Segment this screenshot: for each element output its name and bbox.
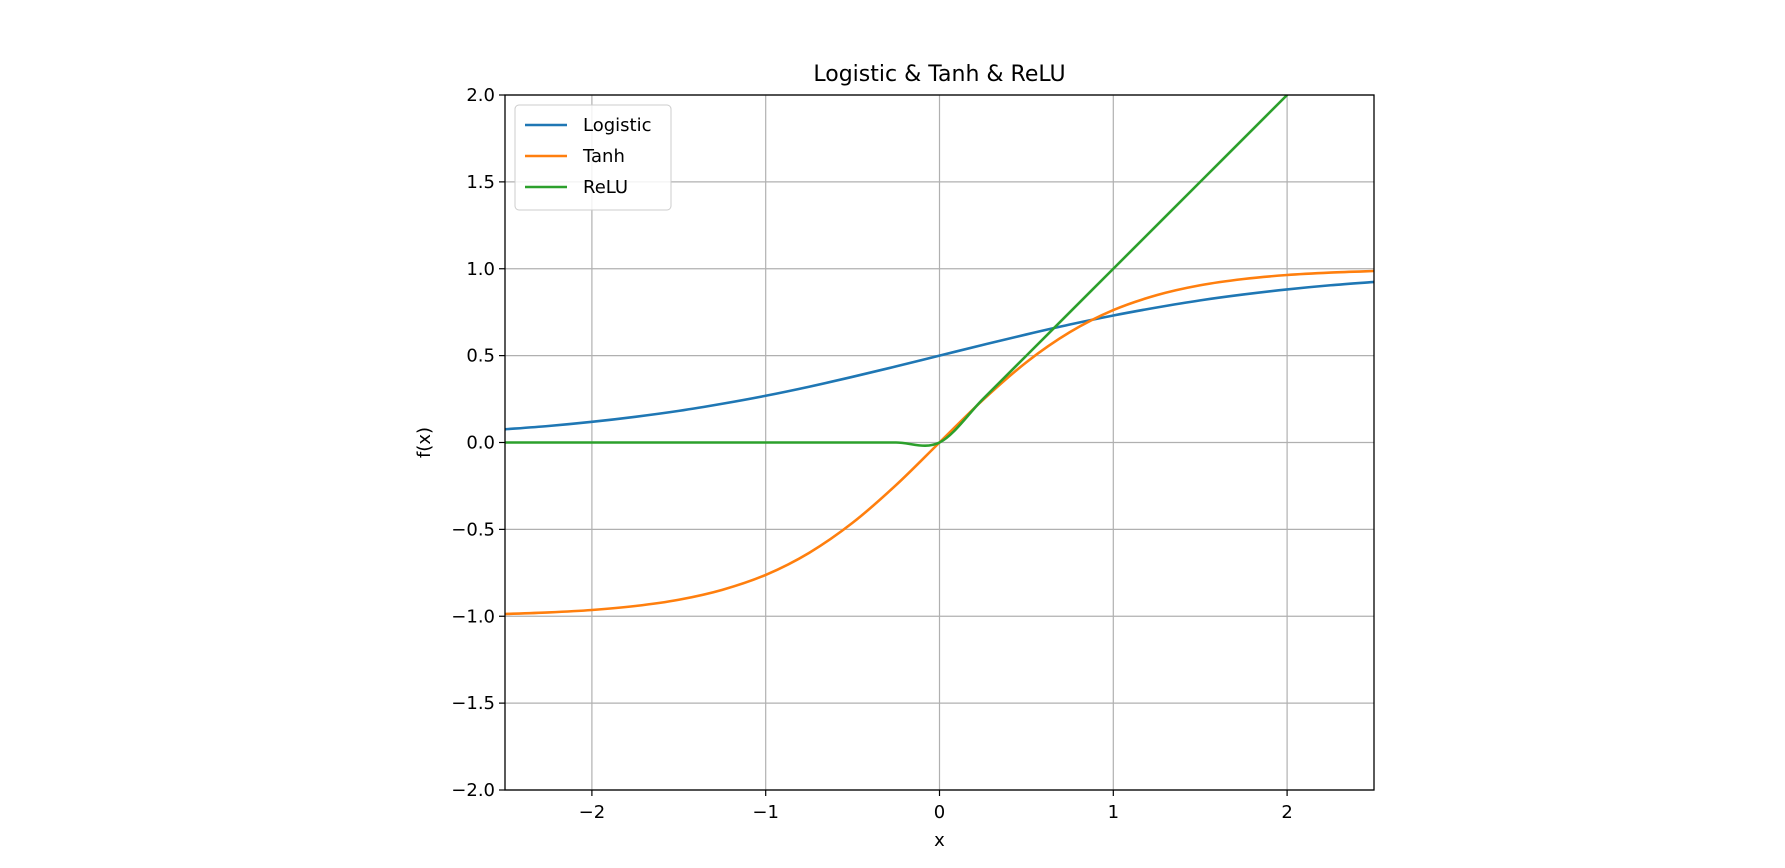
y-tick-label: −1.0 <box>451 606 495 627</box>
y-tick-label: 0.0 <box>466 433 495 454</box>
y-tick-label: −1.5 <box>451 693 495 714</box>
y-tick-label: −0.5 <box>451 519 495 540</box>
legend-label-relu: ReLU <box>583 177 628 198</box>
series-line-logistic <box>505 280 1374 431</box>
ticks: −2 −1 0 1 2 −2.0 −1.5 −1.0 −0.5 0.0 0.5 1.0 1.5 2.0 <box>451 85 1293 823</box>
y-tick-label: 1.5 <box>466 172 495 193</box>
legend-label-logistic: Logistic <box>583 115 651 136</box>
legend-label-tanh: Tanh <box>582 146 625 167</box>
legend-box <box>514 104 672 211</box>
x-tick-label: 2 <box>1281 802 1292 823</box>
y-tick-label: −2.0 <box>451 780 495 801</box>
y-tick-label: 0.5 <box>466 346 495 367</box>
x-tick-label: −2 <box>579 802 606 823</box>
y-axis-label: f(x) <box>414 427 435 458</box>
x-tick-label: −1 <box>752 802 779 823</box>
series-group <box>505 95 1374 616</box>
x-axis-label: x <box>934 830 945 851</box>
y-tick-label: 1.0 <box>466 259 495 280</box>
series-line-relu <box>505 95 1289 447</box>
x-tick-label: 0 <box>934 802 945 823</box>
x-tick-label: 1 <box>1108 802 1119 823</box>
chart-title: Logistic & Tanh & ReLU <box>813 62 1065 87</box>
y-tick-label: 2.0 <box>466 85 495 106</box>
legend: Logistic Tanh ReLU <box>514 104 672 211</box>
